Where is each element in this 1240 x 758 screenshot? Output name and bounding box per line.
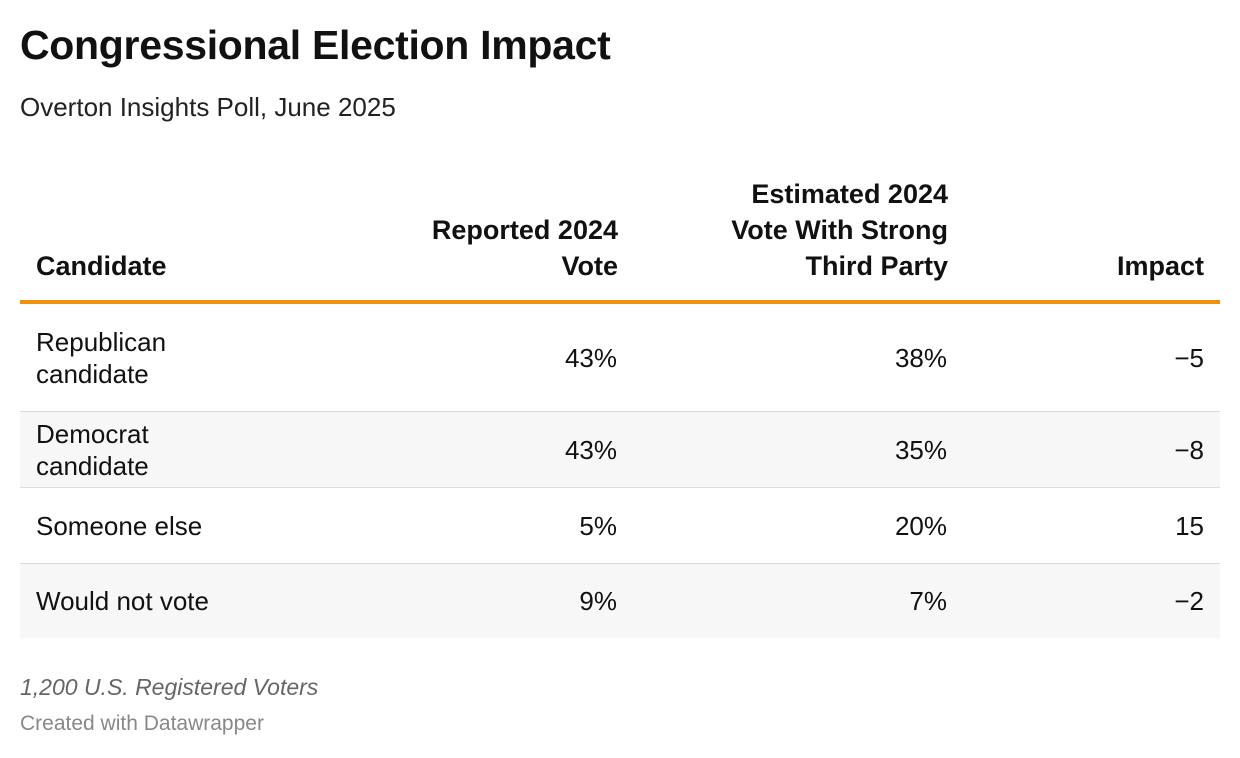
cell-impact: −2: [948, 563, 1220, 638]
table-row: Would not vote 9% 7% −2: [20, 563, 1220, 638]
cell-impact: −8: [948, 411, 1220, 488]
chart-title: Congressional Election Impact: [20, 22, 611, 68]
table-row: Someone else 5% 20% 15: [20, 487, 1220, 564]
data-table: Candidate Reported 2024 Vote Estimated 2…: [20, 176, 1220, 638]
cell-estimated-vote: 38%: [618, 302, 948, 412]
candidate-label: Would not vote: [36, 586, 209, 616]
cell-reported-vote: 9%: [350, 563, 618, 638]
cell-reported-vote: 5%: [350, 487, 618, 564]
cell-impact: −5: [948, 302, 1220, 412]
cell-estimated-vote: 7%: [618, 563, 948, 638]
column-header-reported-vote[interactable]: Reported 2024 Vote: [350, 176, 618, 304]
candidate-label: Democrat candidate: [36, 418, 149, 481]
table-body: Republican candidate 43% 38% −5 Democrat can…: [20, 302, 1220, 638]
table-row: Republican candidate 43% 38% −5: [20, 302, 1220, 412]
cell-reported-vote: 43%: [350, 411, 618, 488]
candidate-label: Republican candidate: [36, 326, 167, 389]
cell-candidate: Democrat candidate: [20, 411, 350, 488]
cell-estimated-vote: 35%: [618, 411, 948, 488]
candidate-label: Someone else: [36, 510, 203, 541]
column-header-estimated-vote[interactable]: Estimated 2024 Vote With Strong Third Pa…: [618, 176, 948, 304]
table-row: Democrat candidate 43% 35% −8: [20, 411, 1220, 488]
cell-candidate: Someone else: [20, 487, 350, 564]
chart-credit[interactable]: Created with Datawrapper: [20, 712, 264, 735]
cell-impact: 15: [948, 487, 1220, 564]
column-header-impact[interactable]: Impact: [948, 176, 1220, 304]
chart-notes: 1,200 U.S. Registered Voters: [20, 674, 319, 700]
column-header-candidate[interactable]: Candidate: [20, 176, 350, 304]
cell-candidate: Republican candidate: [20, 302, 350, 412]
cell-reported-vote: 43%: [350, 302, 618, 412]
table-header-row: Candidate Reported 2024 Vote Estimated 2…: [20, 176, 1220, 304]
cell-candidate: Would not vote: [20, 563, 350, 638]
chart-subtitle: Overton Insights Poll, June 2025: [20, 92, 396, 122]
cell-estimated-vote: 20%: [618, 487, 948, 564]
